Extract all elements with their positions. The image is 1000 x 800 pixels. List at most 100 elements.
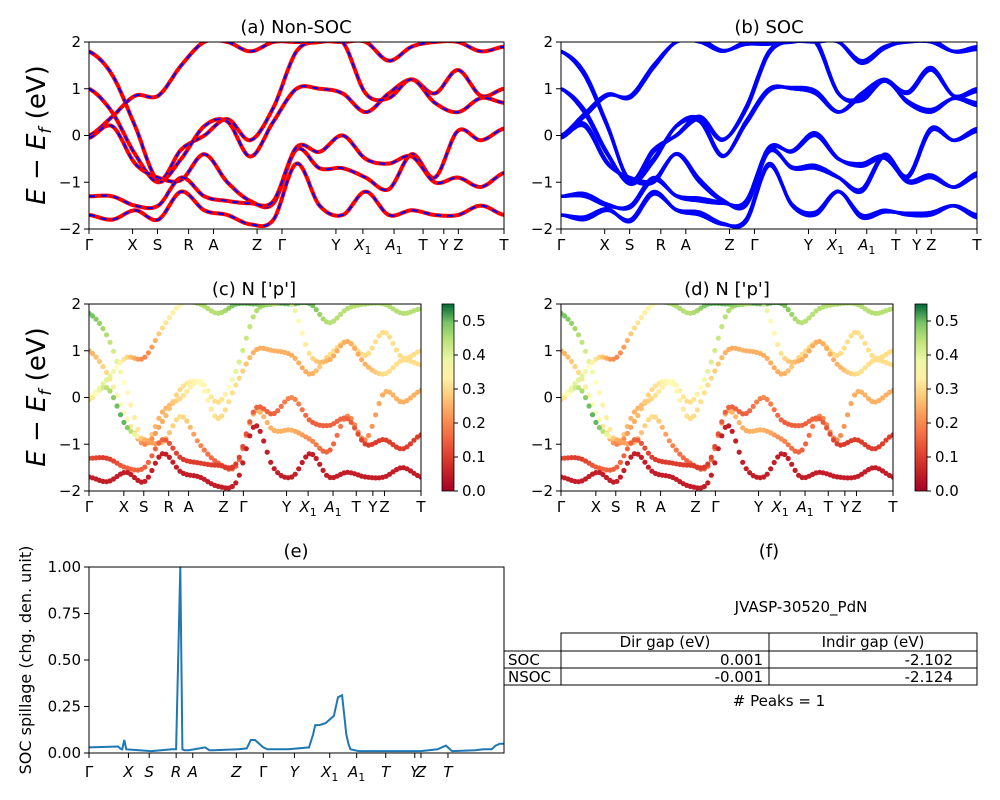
projected-point <box>159 409 165 415</box>
projected-point <box>173 450 179 456</box>
projected-point <box>638 406 645 412</box>
kpath-label: Y <box>367 498 378 516</box>
spillage-kpath-label: Γ <box>85 763 94 781</box>
projected-point <box>862 340 868 346</box>
y-tick-label: −2 <box>59 220 81 238</box>
projected-point <box>149 467 155 474</box>
projected-point <box>768 304 774 306</box>
projected-point <box>642 399 648 405</box>
soc-band-2-b <box>561 42 977 138</box>
colorbar-tick-label: 0.0 <box>935 482 959 500</box>
projected-point <box>334 432 340 438</box>
projected-point <box>642 310 648 316</box>
kpath-label: X1 <box>770 498 788 519</box>
projected-point <box>845 339 851 345</box>
colorbar-tick-label: 0.3 <box>462 380 486 398</box>
projected-point <box>222 407 228 413</box>
projected-point <box>201 388 207 394</box>
projected-point <box>579 339 585 345</box>
projected-point <box>96 358 103 365</box>
projected-point <box>582 348 589 354</box>
kpath-label: Y <box>330 236 341 254</box>
projected-point <box>128 428 134 434</box>
projected-point <box>121 419 127 425</box>
projected-point <box>303 412 309 418</box>
projected-point <box>638 314 645 321</box>
kpath-label: A1 <box>795 498 813 519</box>
projected-point <box>820 341 826 347</box>
projected-point <box>345 416 351 422</box>
projected-point <box>275 408 281 414</box>
projected-point <box>575 332 582 338</box>
projected-point <box>103 369 110 375</box>
projected-point <box>701 377 707 383</box>
projected-point <box>659 384 665 390</box>
projected-point <box>376 400 382 407</box>
projected-point <box>229 483 235 490</box>
projected-point <box>117 359 124 366</box>
projected-point <box>317 311 323 317</box>
kpath-label: S <box>139 498 149 516</box>
projected-point <box>264 449 270 455</box>
kpath-label: Γ <box>711 498 720 516</box>
projected-point <box>166 314 172 321</box>
projected-point <box>789 461 795 467</box>
projected-point <box>243 335 249 341</box>
projected-point <box>128 471 134 478</box>
y-tick-label: −1 <box>59 173 81 191</box>
colorbar-tick-label: 0.1 <box>462 448 486 466</box>
y-tick-label: 0 <box>543 389 553 407</box>
projected-point <box>418 306 421 312</box>
projected-point <box>740 425 746 431</box>
projected-point <box>250 409 256 415</box>
y-tick-label: −1 <box>531 173 553 191</box>
projected-point <box>733 414 739 420</box>
kpath-label: R <box>635 498 645 516</box>
projected-point <box>142 464 148 470</box>
y-tick-label: 1 <box>543 342 553 360</box>
projected-point <box>579 373 585 379</box>
projected-point <box>236 454 242 460</box>
projected-point <box>219 396 225 402</box>
projected-point <box>236 375 242 381</box>
projected-point <box>761 474 767 480</box>
projected-point <box>736 449 742 455</box>
projected-point <box>219 413 225 419</box>
projected-point <box>348 341 354 347</box>
projected-point <box>103 332 110 338</box>
projected-point <box>243 361 249 367</box>
projected-point <box>317 461 323 467</box>
projected-point <box>782 438 788 444</box>
kpath-label: Y <box>753 498 764 516</box>
projected-point <box>582 368 589 374</box>
projected-point <box>292 308 298 314</box>
projected-point <box>369 304 375 306</box>
plot-frame <box>560 303 894 492</box>
projected-point <box>670 443 676 449</box>
projected-point <box>810 311 816 317</box>
energy-ylabel-middle: E − Ef (eV) <box>22 327 56 467</box>
projected-point <box>712 347 718 354</box>
projected-point <box>568 320 575 326</box>
spillage-kpath-label: Y <box>290 763 301 781</box>
projected-point <box>317 364 323 370</box>
projected-point <box>373 412 379 418</box>
projected-point <box>110 348 117 354</box>
projected-point <box>386 334 393 340</box>
plot-frame <box>88 566 505 754</box>
colorbar-gradient <box>441 303 455 492</box>
projected-point <box>572 326 578 332</box>
projected-point <box>740 459 746 465</box>
y-tick-label: 0.50 <box>48 651 81 669</box>
y-tick-label: 2 <box>543 33 553 51</box>
projected-point <box>393 361 400 367</box>
projected-point <box>635 437 641 443</box>
projected-point <box>310 370 316 377</box>
projected-point <box>163 320 169 326</box>
projected-point <box>750 403 756 409</box>
nonsoc-band-dash-2 <box>89 42 504 137</box>
projected-point <box>369 345 375 351</box>
projected-point <box>726 423 732 429</box>
projected-point <box>110 368 117 374</box>
